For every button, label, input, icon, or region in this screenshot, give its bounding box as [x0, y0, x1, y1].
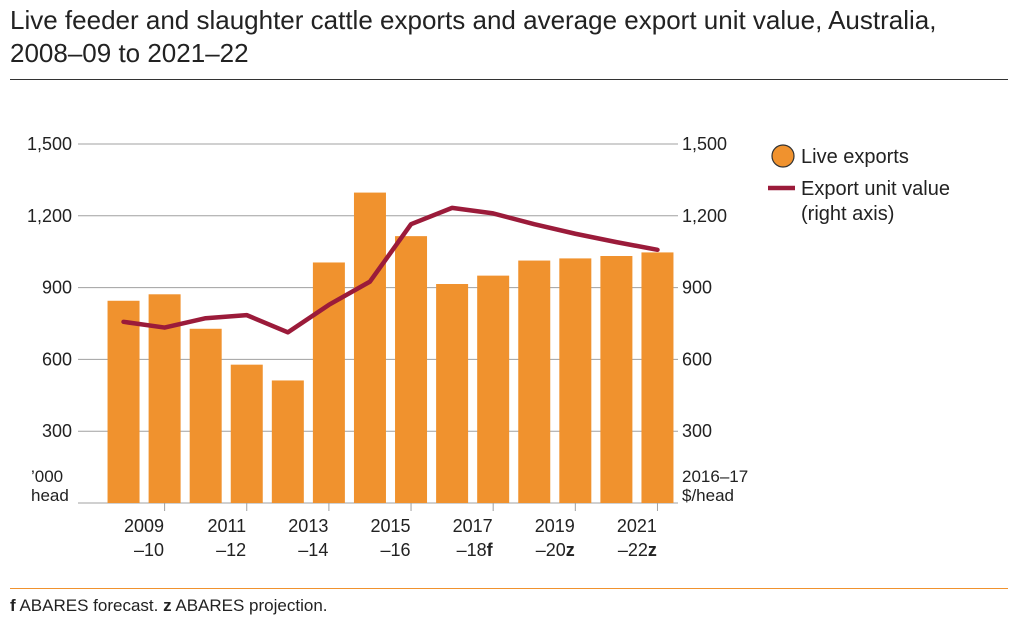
bar [395, 236, 428, 504]
x-tick-label-year: 2009 [124, 516, 164, 536]
x-tick-label-year: 2015 [370, 516, 410, 536]
legend-label-export-unit-value: Export unit value [801, 178, 950, 200]
bar [518, 260, 551, 503]
y-left-tick-label: 600 [42, 349, 72, 369]
bar [436, 284, 469, 503]
x-tick-label-period: –20z [536, 540, 575, 560]
y-left-unit-label: ’000 head [31, 467, 69, 505]
footnote-divider [10, 588, 1008, 589]
x-tick-label-year: 2017 [453, 516, 493, 536]
x-tick-label-suffix: –12 [216, 540, 246, 560]
export-unit-value-line [121, 205, 660, 335]
footnote: f ABARES forecast. z ABARES projection. [10, 596, 328, 616]
y-left-tick-label: 1,200 [27, 206, 72, 226]
x-tick-label-period: –16 [380, 540, 410, 560]
x-tick-label-period: –12 [216, 540, 246, 560]
y-left-unit-line: ’000 [31, 467, 63, 486]
x-tick-label-mark: f [487, 540, 494, 560]
x-tick-label-period: –10 [134, 540, 164, 560]
chart-canvas: 300 300 600 600 900 900 1,200 1,200 1,500 1,500 ’0… [27, 134, 950, 560]
y-right-tick-label: 600 [682, 349, 712, 369]
x-tick-label-year: 2021 [617, 516, 657, 536]
bar [559, 258, 592, 503]
x-tick-label-suffix: –22 [618, 540, 648, 560]
x-tick-label-suffix: –18 [457, 540, 487, 560]
chart-title-line1: Live feeder and slaughter cattle exports… [10, 5, 937, 35]
footnote-f-mark: f [10, 596, 16, 615]
axes: 300 300 600 600 900 900 1,200 1,200 1,500 1,500 ’0… [27, 134, 748, 560]
y-left-tick-label: 1,500 [27, 134, 72, 154]
x-tick-label-suffix: –16 [380, 540, 410, 560]
x-tick-label-suffix: –20 [536, 540, 566, 560]
legend: Live exports Export unit value (right axis… [768, 144, 950, 225]
chart-title: Live feeder and slaughter cattle exports… [10, 4, 1010, 70]
bar [600, 256, 633, 503]
y-left-tick-label: 900 [42, 278, 72, 298]
y-right-tick-label: 1,200 [682, 206, 727, 226]
bar [189, 328, 222, 503]
bar [107, 300, 140, 503]
bar-series-live-exports [107, 192, 674, 504]
legend-label-live-exports: Live exports [801, 146, 909, 168]
x-tick-label-year: 2019 [535, 516, 575, 536]
footnote-z-mark: z [163, 596, 172, 615]
bar [353, 192, 386, 504]
y-right-unit-line: $/head [682, 486, 734, 505]
x-tick-label-period: –18f [457, 540, 494, 560]
chart-title-line2: 2008–09 to 2021–22 [10, 38, 249, 68]
y-right-unit-label: 2016–17 $/head [682, 467, 748, 505]
y-right-tick-label: 300 [682, 421, 712, 441]
y-left-unit-line: head [31, 486, 69, 505]
x-tick-label-suffix: –14 [298, 540, 328, 560]
line-series-export-unit-value [121, 205, 660, 335]
x-tick-label-suffix: –10 [134, 540, 164, 560]
x-tick-label-mark: z [566, 540, 575, 560]
footnote-z-text: ABARES projection. [171, 596, 328, 615]
bar [230, 364, 263, 503]
y-right-tick-label: 900 [682, 278, 712, 298]
legend-label-right-axis: (right axis) [801, 203, 894, 225]
y-right-unit-line: 2016–17 [682, 467, 748, 486]
legend-swatch-live-exports [771, 144, 795, 168]
x-tick-label-year: 2013 [288, 516, 328, 536]
y-right-tick-label: 1,500 [682, 134, 727, 154]
x-tick-label-year: 2011 [207, 516, 246, 536]
footnote-f-text: ABARES forecast. [15, 596, 164, 615]
x-tick-label-period: –22z [618, 540, 657, 560]
x-tick-label-mark: z [648, 540, 657, 560]
y-left-tick-label: 300 [42, 421, 72, 441]
title-divider [10, 79, 1008, 80]
x-tick-label-period: –14 [298, 540, 328, 560]
bar [271, 380, 304, 503]
bar [641, 252, 674, 503]
bar [477, 275, 510, 503]
